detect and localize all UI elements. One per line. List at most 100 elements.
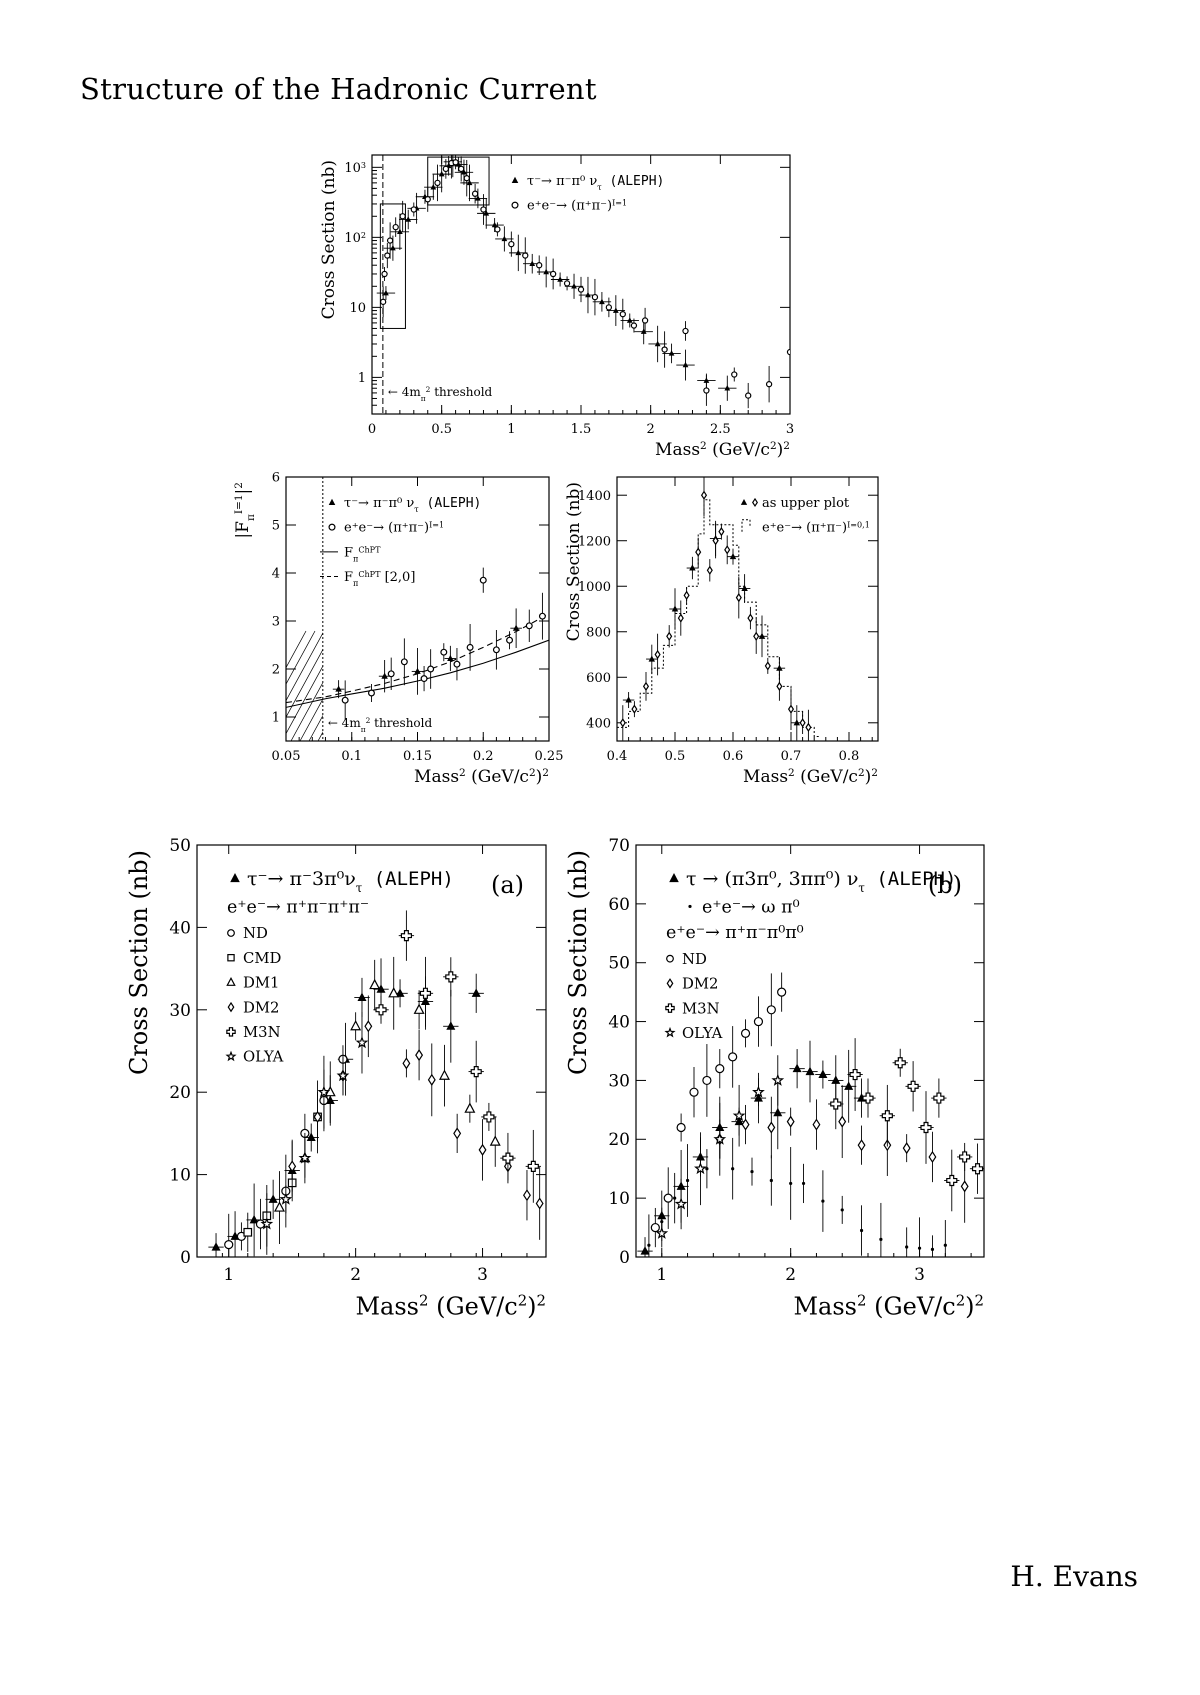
- data-point: [671, 605, 679, 612]
- data-point: [529, 260, 536, 266]
- data-point: [557, 276, 563, 282]
- data-point: [758, 632, 766, 639]
- data-point: [661, 346, 668, 353]
- hatch-line: [290, 681, 323, 741]
- series-m3n: [373, 910, 541, 1203]
- data-point: [527, 1160, 539, 1172]
- data-point: [471, 190, 479, 197]
- legend-marker: [328, 523, 336, 531]
- data-point: [767, 1121, 776, 1134]
- series-dm1: [273, 956, 501, 1244]
- y-tick-label: 40: [169, 918, 191, 938]
- legend-text: FπChPT: [344, 545, 381, 563]
- data-point: [415, 1049, 424, 1062]
- hatch-line: [308, 714, 323, 741]
- data-point: [859, 1228, 864, 1233]
- data-point: [960, 1180, 969, 1193]
- data-point: [740, 1028, 751, 1038]
- data-point: [729, 553, 737, 560]
- zoom-box: [427, 156, 490, 206]
- legend-marker: [669, 873, 679, 883]
- data-point: [844, 1081, 854, 1090]
- legend-marker: [511, 176, 519, 183]
- series-triangle: [332, 608, 522, 699]
- data-point: [694, 1161, 707, 1175]
- legend-text: FπChPT [2,0]: [344, 570, 415, 588]
- x-tick-label: 3: [477, 1265, 488, 1285]
- y-axis-label: Cross Section (nb): [125, 850, 153, 1075]
- data-point: [475, 195, 481, 201]
- data-point: [427, 1073, 436, 1086]
- y-axis-label: Cross Section (nb): [319, 160, 339, 319]
- legend-marker: [666, 954, 674, 963]
- x-tick-label: 0.2: [473, 749, 494, 764]
- data-point: [501, 235, 508, 242]
- data-point: [705, 1167, 709, 1171]
- data-point: [306, 1132, 316, 1142]
- y-tick-label: 600: [586, 671, 611, 686]
- data-point: [341, 696, 349, 704]
- data-point: [766, 1005, 776, 1015]
- data-point: [489, 1135, 501, 1146]
- panel-label: (a): [491, 871, 524, 899]
- legend-marker: [227, 1001, 235, 1013]
- data-point: [508, 240, 515, 248]
- plot-area: [286, 477, 549, 741]
- data-point: [413, 1003, 425, 1014]
- data-point: [668, 350, 675, 356]
- data-point: [461, 169, 467, 175]
- y-tick-label: 30: [169, 1001, 191, 1021]
- x-tick-label: 0.25: [535, 749, 564, 764]
- x-axis-label: Mass2 (GeV/c2)2: [743, 767, 878, 787]
- data-point: [928, 1150, 937, 1164]
- x-tick-label: 0.7: [781, 749, 802, 764]
- data-point: [753, 631, 760, 642]
- data-point: [400, 930, 412, 942]
- x-tick-label: 0.05: [272, 749, 301, 764]
- data-point: [440, 648, 448, 656]
- data-point: [666, 631, 673, 642]
- legend-text: OLYA: [682, 1025, 723, 1042]
- legend: as upper plot e⁺e⁻→ (π⁺π⁻)I=0,1: [740, 496, 870, 536]
- data-point: [387, 670, 395, 678]
- hatch-line: [286, 630, 307, 669]
- x-tick-label: 0.15: [403, 749, 432, 764]
- data-point: [805, 722, 812, 733]
- y-tick-label: 0: [619, 1248, 630, 1268]
- data-point: [336, 1069, 350, 1082]
- y-tick-label: 10: [169, 1166, 191, 1186]
- x-axis-label: Mass2 (GeV/c2)2: [655, 440, 790, 460]
- x-tick-label: 2.5: [710, 422, 731, 437]
- legend-marker: [666, 978, 674, 989]
- data-point: [685, 1178, 690, 1183]
- data-point: [563, 280, 571, 287]
- data-point: [273, 1201, 285, 1212]
- x-tick-label: 2: [785, 1265, 796, 1285]
- data-point: [458, 165, 465, 173]
- data-point: [655, 1226, 669, 1239]
- hatch-line: [286, 632, 323, 702]
- data-point: [764, 661, 771, 671]
- y-axis-label: Cross Section (nb): [564, 850, 592, 1075]
- legend-text: M3N: [682, 1000, 720, 1017]
- data-point: [792, 1063, 802, 1073]
- data-point: [367, 689, 375, 697]
- x-tick-label: 0.1: [341, 749, 362, 764]
- legend-marker: [328, 498, 336, 505]
- data-point: [543, 268, 550, 275]
- data-point: [654, 340, 661, 347]
- data-point: [535, 1197, 544, 1210]
- data-point: [862, 1092, 874, 1104]
- data-point: [605, 304, 613, 311]
- data-point: [424, 196, 431, 203]
- legend-marker: [740, 498, 748, 505]
- data-point: [243, 1227, 253, 1237]
- x-tick-label: 1: [223, 1265, 234, 1285]
- data-point: [642, 681, 650, 692]
- data-point: [741, 1118, 750, 1131]
- data-point: [434, 179, 441, 187]
- legend-text: DM2: [682, 976, 718, 993]
- x-tick-label: 0.5: [665, 749, 686, 764]
- series-triangle: [622, 520, 803, 741]
